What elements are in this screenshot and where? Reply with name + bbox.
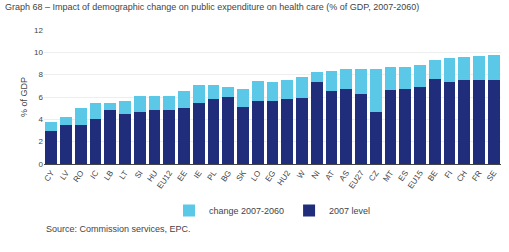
svg-text:EU27: EU27	[347, 168, 366, 190]
svg-text:NI: NI	[310, 169, 322, 181]
svg-text:EU12: EU12	[155, 168, 174, 190]
svg-text:ES: ES	[397, 169, 410, 183]
svg-text:W: W	[295, 169, 307, 181]
svg-text:% of GDP: % of GDP	[19, 77, 29, 117]
svg-text:4: 4	[39, 115, 44, 124]
svg-text:0: 0	[39, 160, 44, 169]
svg-text:2: 2	[39, 137, 44, 146]
svg-text:10: 10	[34, 48, 43, 57]
svg-text:LO: LO	[249, 169, 262, 183]
svg-text:LT: LT	[118, 169, 130, 181]
svg-text:SK: SK	[234, 168, 248, 182]
svg-text:12: 12	[34, 26, 43, 35]
svg-text:BG: BG	[219, 169, 233, 184]
svg-text:IC: IC	[89, 169, 101, 181]
svg-text:8: 8	[39, 70, 44, 79]
svg-text:FI: FI	[443, 169, 454, 180]
svg-text:IE: IE	[192, 169, 204, 180]
svg-text:FR: FR	[470, 169, 484, 183]
svg-text:CY: CY	[43, 168, 57, 183]
svg-text:2007 level: 2007 level	[329, 206, 370, 216]
svg-text:CZ: CZ	[367, 169, 381, 183]
svg-text:EU15: EU15	[406, 168, 425, 190]
svg-text:EG: EG	[263, 169, 277, 184]
svg-text:LV: LV	[58, 168, 71, 181]
svg-text:EE: EE	[175, 169, 188, 183]
svg-text:change 2007-2060: change 2007-2060	[209, 206, 284, 216]
svg-text:HU: HU	[145, 169, 159, 184]
svg-text:Source: Commission services, E: Source: Commission services, EPC.	[46, 224, 191, 234]
svg-text:HU2: HU2	[276, 168, 293, 187]
svg-text:SI: SI	[133, 169, 145, 180]
svg-text:MT: MT	[381, 169, 395, 184]
svg-text:PL: PL	[205, 168, 218, 182]
svg-text:LB: LB	[102, 169, 115, 182]
svg-text:RO: RO	[72, 169, 86, 184]
svg-text:SE: SE	[485, 169, 498, 183]
svg-text:AS: AS	[338, 169, 351, 183]
svg-text:AT: AT	[323, 169, 336, 182]
svg-text:Graph 68 – Impact of demograph: Graph 68 – Impact of demographic change …	[5, 2, 419, 12]
svg-text:BE: BE	[426, 169, 439, 183]
svg-text:CH: CH	[455, 169, 469, 184]
svg-text:6: 6	[39, 93, 44, 102]
